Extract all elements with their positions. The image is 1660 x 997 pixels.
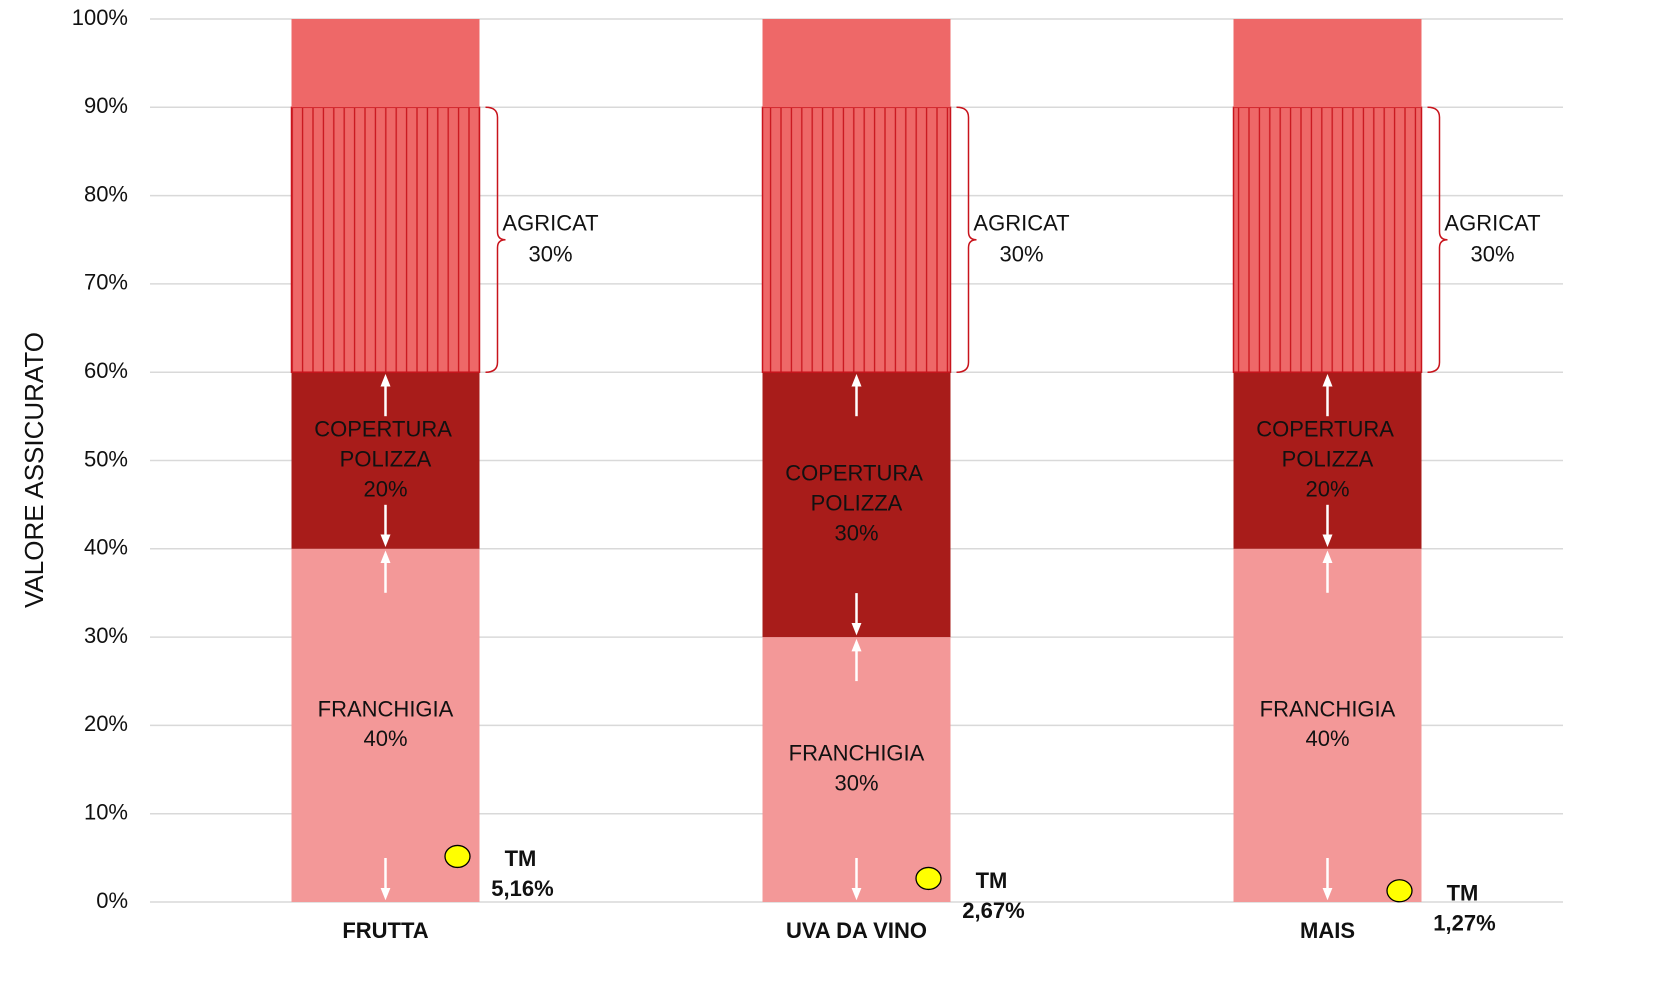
x-tick-label: MAIS [1300,918,1355,943]
bar-segment [1233,19,1422,108]
y-tick-label: 20% [84,711,128,736]
y-tick-label: 100% [72,5,128,30]
segment-name: COPERTURA POLIZZA [314,416,457,471]
y-tick-label: 50% [84,446,128,471]
segment-value-label: 20% [1305,476,1349,501]
segment-value-label: 30% [999,242,1043,267]
segment-name: FRANCHIGIA [318,696,454,721]
segment-name: AGRICAT [1444,211,1540,236]
marker-dot [915,866,942,891]
y-tick-label: 70% [84,270,128,295]
marker-dot [444,844,471,869]
y-tick-label: 80% [84,181,128,206]
marker-value-label: 1,27% [1433,911,1495,936]
segment-name: FRANCHIGIA [789,740,925,765]
segment-value-label: 20% [363,476,407,501]
x-tick-label: UVA DA VINO [786,918,927,943]
bar-segment [761,106,952,373]
y-tick-label: 0% [96,888,128,913]
bar-segment [1232,106,1423,373]
segment-value-label: 40% [1305,726,1349,751]
marker-name: TM [976,868,1008,893]
brace [485,106,506,373]
marker-name: TM [505,846,537,871]
segment-value-label: 30% [834,770,878,795]
marker-name: TM [1447,881,1479,906]
segment-value-label: 30% [834,520,878,545]
y-tick-label: 40% [84,535,128,560]
marker-value-label: 5,16% [491,876,553,901]
bar-segment [291,19,480,108]
y-axis-title: VALORE ASSICURATO [19,332,49,608]
segment-name: AGRICAT [973,211,1069,236]
bar-segment [1233,548,1422,902]
x-tick-label: FRUTTA [342,918,428,943]
segment-name: AGRICAT [502,211,598,236]
y-tick-label: 60% [84,358,128,383]
segment-name: COPERTURA POLIZZA [785,460,928,515]
segment-value-label: 30% [1470,242,1514,267]
segment-value-label: 30% [528,242,572,267]
brace [956,106,977,373]
bar-segment [762,19,951,108]
y-tick-label: 10% [84,800,128,825]
segment-value-label: 40% [363,726,407,751]
segment-name: COPERTURA POLIZZA [1256,416,1399,471]
brace [1427,106,1448,373]
y-tick-label: 30% [84,623,128,648]
bar-segment [762,637,951,902]
segment-name: FRANCHIGIA [1260,696,1396,721]
bar-segment [290,106,481,373]
bar-segment [291,548,480,902]
marker-value-label: 2,67% [962,898,1024,923]
y-tick-label: 90% [84,93,128,118]
bar-segment [762,372,951,638]
marker-dot [1386,879,1413,903]
